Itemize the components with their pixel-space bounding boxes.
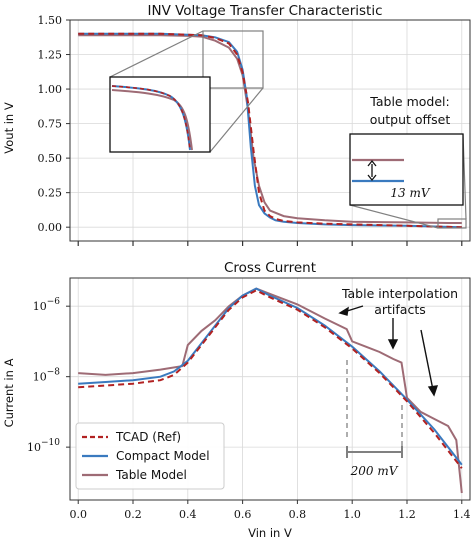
vtc-series-tcad-ref xyxy=(78,32,462,229)
cross-current-chart: Cross Current Current in A Vin in V 10−1… xyxy=(2,260,471,540)
artifact-arrowhead xyxy=(338,306,349,316)
vtc-plot-frame xyxy=(69,19,471,242)
cc-series xyxy=(78,287,463,494)
y-tick-label: 10−10 xyxy=(27,438,60,454)
legend-label-compact: Compact Model xyxy=(116,449,210,463)
spacing-marker: 200 mV xyxy=(346,360,403,478)
y-tick-label: 0.00 xyxy=(38,221,63,234)
legend: TCAD (Ref) Compact Model Table Model xyxy=(75,422,225,490)
zoom-connector xyxy=(109,30,204,78)
cc-x-axis-label: Vin in V xyxy=(248,526,292,540)
artifact-arrows xyxy=(338,305,439,397)
x-tick-label: 1.4 xyxy=(453,508,471,521)
cc-plot-frame xyxy=(69,277,471,501)
y-tick-label: 1.50 xyxy=(38,14,63,27)
zoom-inset-offset: Table model: output offset 13 mV xyxy=(349,94,467,229)
y-tick-label: 1.00 xyxy=(38,83,63,96)
vtc-chart: INV Voltage Transfer Characteristic Vout… xyxy=(2,3,471,246)
y-tick-label: 10−8 xyxy=(33,368,61,384)
offset-annotation-line2: output offset xyxy=(370,112,451,127)
legend-label-tcad: TCAD (Ref) xyxy=(115,430,181,444)
cc-y-ticks: 10−10 10−8 10−6 xyxy=(27,297,70,454)
x-tick-label: 0.8 xyxy=(289,508,307,521)
legend-label-table: Table Model xyxy=(115,468,187,482)
artifact-arrowhead xyxy=(387,339,399,350)
legend-box xyxy=(75,422,225,490)
artifacts-annotation-line2: artifacts xyxy=(374,302,426,317)
x-tick-label: 1.2 xyxy=(398,508,416,521)
offset-annotation-line1: Table model: xyxy=(369,94,449,109)
zoom-connector xyxy=(209,87,264,153)
cc-series-tcad-ref xyxy=(78,289,463,469)
cc-x-ticks: 0.0 0.2 0.4 0.6 0.8 1.0 1.2 1.4 xyxy=(69,500,471,521)
spacing-label: 200 mV xyxy=(350,464,399,478)
zoom-inset-box xyxy=(349,133,464,206)
cc-series-compact-model xyxy=(78,287,463,466)
zoom-region-marker xyxy=(437,218,467,229)
x-tick-label: 0.2 xyxy=(124,508,142,521)
zoom-inset-box xyxy=(109,76,211,153)
zoom-region-marker xyxy=(202,30,264,89)
cc-y-axis-label: Current in A xyxy=(2,358,16,427)
x-tick-label: 0.4 xyxy=(179,508,197,521)
x-tick-label: 0.0 xyxy=(69,508,87,521)
x-tick-label: 0.6 xyxy=(234,508,252,521)
y-tick-label: 10−6 xyxy=(33,297,61,313)
y-tick-label: 1.25 xyxy=(38,49,63,62)
y-tick-label: 0.25 xyxy=(38,187,63,200)
x-tick-label: 1.0 xyxy=(343,508,361,521)
artifact-arrow xyxy=(420,329,434,391)
zoom-inset-knee xyxy=(109,30,264,153)
vtc-y-ticks: 0.00 0.25 0.50 0.75 1.00 1.25 1.50 xyxy=(38,14,70,234)
cc-chart-title: Cross Current xyxy=(224,260,316,276)
vtc-series xyxy=(78,32,462,229)
vtc-y-axis-label: Vout in V xyxy=(2,102,16,154)
y-tick-label: 0.50 xyxy=(38,152,63,165)
zoom-connector xyxy=(349,204,439,229)
inset-tcad-line xyxy=(111,85,191,151)
vtc-chart-title: INV Voltage Transfer Characteristic xyxy=(147,3,382,19)
offset-value-label: 13 mV xyxy=(390,186,430,200)
offset-arrowhead-up xyxy=(367,159,377,167)
cc-series-table-model xyxy=(78,287,463,494)
artifacts-annotation-line1: Table interpolation xyxy=(341,286,458,301)
cc-grid xyxy=(70,278,470,500)
y-tick-label: 0.75 xyxy=(38,118,63,131)
offset-arrowhead-down xyxy=(367,174,377,182)
vtc-x-ticks xyxy=(77,241,463,246)
artifact-arrowhead xyxy=(427,385,439,397)
